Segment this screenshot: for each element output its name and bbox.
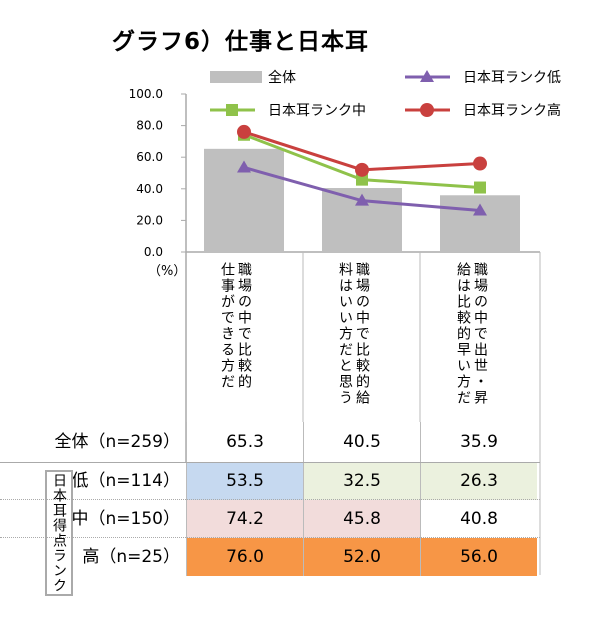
square-marker xyxy=(474,181,486,194)
category-label-1: 職場の中で比較的 仕事ができる方だ xyxy=(219,262,252,390)
y-tick-label: 0.0 xyxy=(144,245,163,259)
legend-label: 全体 xyxy=(268,69,296,86)
table-cell: 40.5 xyxy=(303,422,420,462)
table-cell: 45.8 xyxy=(303,500,420,538)
table-cell: 56.0 xyxy=(420,538,537,576)
table-cell: 40.8 xyxy=(420,500,537,538)
row-label: 中（n=150） xyxy=(71,509,180,529)
table-cell: 26.3 xyxy=(420,463,537,500)
y-tick-label: 60.0 xyxy=(136,150,163,164)
y-tick-label: 40.0 xyxy=(136,182,163,196)
legend-label: 日本耳ランク中 xyxy=(268,103,366,119)
table-cell: 52.0 xyxy=(303,538,420,576)
row-label: 全体（n=259） xyxy=(54,432,180,452)
triangle-marker xyxy=(420,70,434,82)
square-marker xyxy=(226,104,238,116)
table-cell: 76.0 xyxy=(186,538,303,576)
category-label-2: 職場の中で比較的給 料はいい方だと思う xyxy=(337,262,370,406)
circle-marker xyxy=(473,156,487,171)
category-label-3: 職場の中で出世・昇 給は比較的早い方だ xyxy=(455,262,488,406)
table-row: 全体（n=259） 65.3 40.5 35.9 xyxy=(0,422,540,462)
row-label: 低（n=114） xyxy=(71,471,180,491)
y-axis-unit: （%） xyxy=(148,264,187,279)
circle-marker xyxy=(237,124,251,139)
circle-marker xyxy=(355,162,369,177)
square-marker xyxy=(356,173,368,186)
circle-marker xyxy=(420,103,434,117)
table-cell: 65.3 xyxy=(186,422,303,462)
legend-label: 日本耳ランク低 xyxy=(463,70,561,86)
y-tick-label: 20.0 xyxy=(136,213,163,227)
y-tick-label: 80.0 xyxy=(136,119,163,133)
table-cell: 32.5 xyxy=(303,463,420,500)
table-cell: 74.2 xyxy=(186,500,303,538)
row-label: 高（n=25） xyxy=(82,547,180,567)
table-row: 高（n=25） 76.0 52.0 56.0 xyxy=(0,537,540,576)
table-row: 低（n=114） 53.5 32.5 26.3 xyxy=(0,462,540,500)
triangle-marker xyxy=(355,193,369,206)
y-tick-label: 100.0 xyxy=(129,87,163,101)
table-cell: 35.9 xyxy=(420,422,537,462)
triangle-marker xyxy=(237,160,251,173)
legend-bar-swatch xyxy=(210,71,262,83)
rank-group-label: 日本耳得点ランク xyxy=(45,470,73,596)
legend-label: 日本耳ランク高 xyxy=(463,102,561,119)
table-cell: 53.5 xyxy=(186,463,303,500)
chart-title: グラフ6）仕事と日本耳 xyxy=(112,29,370,55)
triangle-marker xyxy=(473,203,487,216)
table-row: 中（n=150） 74.2 45.8 40.8 xyxy=(0,499,540,538)
